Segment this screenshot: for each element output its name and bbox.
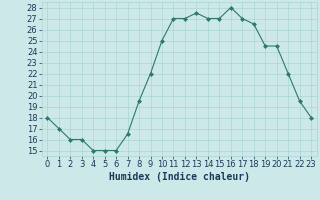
X-axis label: Humidex (Indice chaleur): Humidex (Indice chaleur) (109, 172, 250, 182)
